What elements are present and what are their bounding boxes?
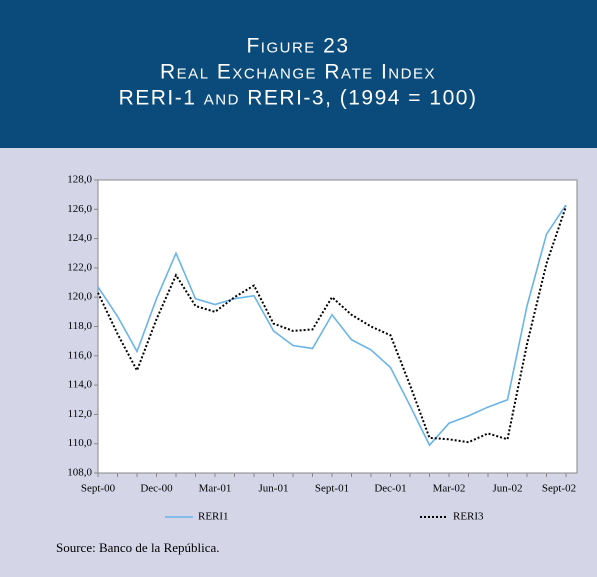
y-tick-label: 112,0 [68,408,93,420]
y-tick-label: 116,0 [68,349,93,361]
chart-title: Real Exchange Rate Index [160,61,436,84]
x-tick-label: Jun-02 [493,483,523,495]
y-tick-label: 108,0 [67,467,92,479]
y-tick-label: 126,0 [67,203,92,215]
y-tick-label: 124,0 [67,232,92,244]
x-tick-label: Sept-01 [315,483,349,495]
y-tick-label: 128,0 [67,174,92,186]
x-tick-label: Sept-00 [81,483,116,495]
x-tick-label: Sept-02 [542,483,576,495]
x-tick-label: Jun-01 [259,483,289,495]
x-tick-label: Mar-01 [199,483,232,495]
chart-subtitle: RERI-1 and RERI-3, (1994 = 100) [119,87,478,110]
legend-label: RERI1 [198,511,229,523]
y-tick-label: 118,0 [68,320,93,332]
y-tick-label: 114,0 [68,379,93,391]
y-tick-label: 120,0 [67,291,92,303]
series-line [97,206,567,444]
legend-label: RERI3 [453,511,484,523]
figure-label: Figure 23 [246,35,349,58]
x-tick-label: Dec-00 [140,483,173,495]
source-note: Source: Banco de la República. [56,540,220,555]
y-tick-label: 110,0 [68,437,93,449]
x-tick-label: Dec-01 [374,483,406,495]
header-band [0,0,597,148]
plot-area [97,179,578,474]
series-line [97,204,567,447]
x-tick-label: Mar-02 [433,483,466,495]
y-tick-label: 122,0 [67,261,92,273]
